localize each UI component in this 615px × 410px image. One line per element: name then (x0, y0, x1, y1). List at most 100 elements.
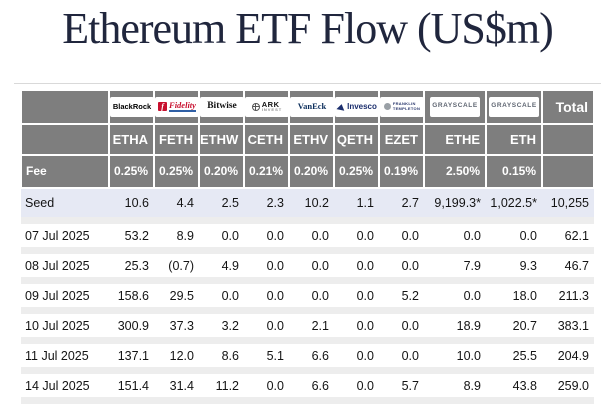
grayscale2-logo: GRAYSCALE (489, 96, 539, 117)
flow-cell: 300.9 (109, 310, 154, 345)
flow-cell: 43.8 (486, 370, 542, 405)
flow-cell: 11.2 (199, 370, 244, 405)
seed-row: Seed 10.6 4.4 2.5 2.3 10.2 1.1 2.7 9,199.3* 1,022… (21, 187, 594, 225)
flow-cell: 0.0 (334, 280, 379, 315)
flow-cell: 0.0 (379, 220, 424, 255)
provider-header-cell: BlackRock (108, 88, 155, 125)
flow-cell: 0.0 (199, 220, 244, 255)
flow-cell: 9.3 (486, 250, 542, 285)
flow-cell: 53.2 (109, 220, 154, 255)
flow-cell: 31.4 (154, 370, 199, 405)
vaneck-label: VanEck (297, 101, 327, 112)
franklin-label: FRANKLIN TEMPLETON (392, 100, 421, 111)
flow-cell: 0.0 (424, 280, 486, 315)
table-header: BlackRock f Fidelity Bitwise ARK INVEST VanEck… (20, 88, 595, 189)
seed-cell: 4.4 (154, 187, 199, 225)
flow-cell: 0.0 (379, 250, 424, 285)
corner-cell (20, 88, 110, 125)
flow-row: 08 Jul 2025 25.3 (0.7) 4.9 0.0 0.0 0.0 0.0 7.9 9.… (21, 250, 594, 285)
etf-flow-table: BlackRock f Fidelity Bitwise ARK INVEST VanEck… (20, 88, 595, 405)
flow-cell: 0.0 (289, 250, 334, 285)
ark-label: ARK INVEST (261, 99, 283, 113)
flow-cell: 18.0 (486, 280, 542, 315)
seed-cell: 2.7 (379, 187, 424, 225)
flow-cell: 5.2 (379, 280, 424, 315)
flow-cell: 25.5 (486, 340, 542, 375)
flow-cell: 0.0 (334, 310, 379, 345)
flow-cell: 62.1 (542, 220, 594, 255)
fee-row-label: Fee (20, 153, 110, 189)
seed-cell: 1,022.5* (486, 187, 542, 225)
flow-cell: 25.3 (109, 250, 154, 285)
flow-cell: 0.0 (289, 220, 334, 255)
flow-cell: 29.5 (154, 280, 199, 315)
provider-header-cell: FRANKLIN TEMPLETON (378, 88, 425, 125)
flow-cell: 8.9 (154, 220, 199, 255)
date-cell: 08 Jul 2025 (21, 250, 109, 285)
invesco-icon (336, 102, 346, 111)
ticker-row: ETHA FETH ETHW CETH ETHV QETH EZET ETHE ETH (20, 122, 595, 156)
franklin-logo: FRANKLIN TEMPLETON (380, 96, 424, 117)
flow-cell: 0.0 (199, 280, 244, 315)
flow-cell: 137.1 (109, 340, 154, 375)
flow-cell: 18.9 (424, 310, 486, 345)
provider-header-cell: ARK INVEST (243, 88, 290, 125)
fidelity-logo: f Fidelity (155, 96, 199, 117)
provider-header-cell: GRAYSCALE (485, 88, 543, 125)
seed-cell: 2.5 (199, 187, 244, 225)
seed-row-label: Seed (21, 187, 109, 225)
fee-row: Fee 0.25% 0.25% 0.20% 0.21% 0.20% 0.25% 0.19% 2.… (20, 153, 595, 189)
fidelity-label: Fidelity (169, 101, 196, 113)
corner-cell (20, 122, 110, 156)
bitwise-logo: Bitwise (200, 96, 244, 117)
title-divider (14, 82, 601, 84)
vaneck-logo: VanEck (290, 96, 334, 117)
etf-flow-page: Ethereum ETF Flow (US$m) BlackRock f Fidel… (0, 4, 615, 410)
flow-cell: 6.6 (289, 340, 334, 375)
grayscale-label: GRAYSCALE (432, 102, 478, 110)
flow-cell: 4.9 (199, 250, 244, 285)
provider-header-cell: Bitwise (198, 88, 245, 125)
flow-cell: 151.4 (109, 370, 154, 405)
flow-cell: 0.0 (334, 340, 379, 375)
fee-cell: 0.20% (288, 153, 335, 189)
fee-cell: 0.19% (378, 153, 425, 189)
page-title: Ethereum ETF Flow (US$m) (62, 4, 554, 53)
invesco-label: Invesco (347, 101, 377, 111)
ark-invest-icon (251, 102, 260, 111)
provider-header-cell: GRAYSCALE (423, 88, 487, 125)
blackrock-logo: BlackRock (110, 96, 154, 117)
flow-cell: 12.0 (154, 340, 199, 375)
flow-cell: 204.9 (542, 340, 594, 375)
bitwise-label: Bitwise (207, 100, 237, 111)
flow-cell: 7.9 (424, 250, 486, 285)
flow-cell: 259.0 (542, 370, 594, 405)
seed-cell: 9,199.3* (424, 187, 486, 225)
flow-cell: 0.0 (334, 370, 379, 405)
flow-cell: 8.6 (199, 340, 244, 375)
flow-row: 09 Jul 2025 158.6 29.5 0.0 0.0 0.0 0.0 5.2 0.0 18… (21, 280, 594, 315)
date-cell: 11 Jul 2025 (21, 340, 109, 375)
flow-row: 14 Jul 2025 151.4 31.4 11.2 0.0 6.6 0.0 5.7 8.9 4… (21, 370, 594, 405)
date-cell: 14 Jul 2025 (21, 370, 109, 405)
flow-cell: (0.7) (154, 250, 199, 285)
ticker-header: ETH (485, 122, 543, 156)
fee-cell (541, 153, 595, 189)
ticker-header: EZET (378, 122, 425, 156)
flow-cell: 0.0 (424, 220, 486, 255)
date-cell: 09 Jul 2025 (21, 280, 109, 315)
provider-header-cell: Total (541, 88, 595, 125)
fee-cell: 0.25% (333, 153, 380, 189)
flow-row: 11 Jul 2025 137.1 12.0 8.6 5.1 6.6 0.0 0.0 10.0 2… (21, 340, 594, 375)
flow-cell: 37.3 (154, 310, 199, 345)
flow-cell: 8.9 (424, 370, 486, 405)
ticker-header: ETHW (198, 122, 245, 156)
seed-cell: 1.1 (334, 187, 379, 225)
provider-header-cell: VanEck (288, 88, 335, 125)
seed-cell: 10,255 (542, 187, 594, 225)
table-body: Seed 10.6 4.4 2.5 2.3 10.2 1.1 2.7 9,199.3* 1,022… (21, 187, 594, 405)
flow-cell: 5.7 (379, 370, 424, 405)
flow-row: 10 Jul 2025 300.9 37.3 3.2 0.0 2.1 0.0 0.0 18.9 2… (21, 310, 594, 345)
ticker-header: ETHA (108, 122, 155, 156)
grayscale-logo: GRAYSCALE (430, 96, 480, 117)
